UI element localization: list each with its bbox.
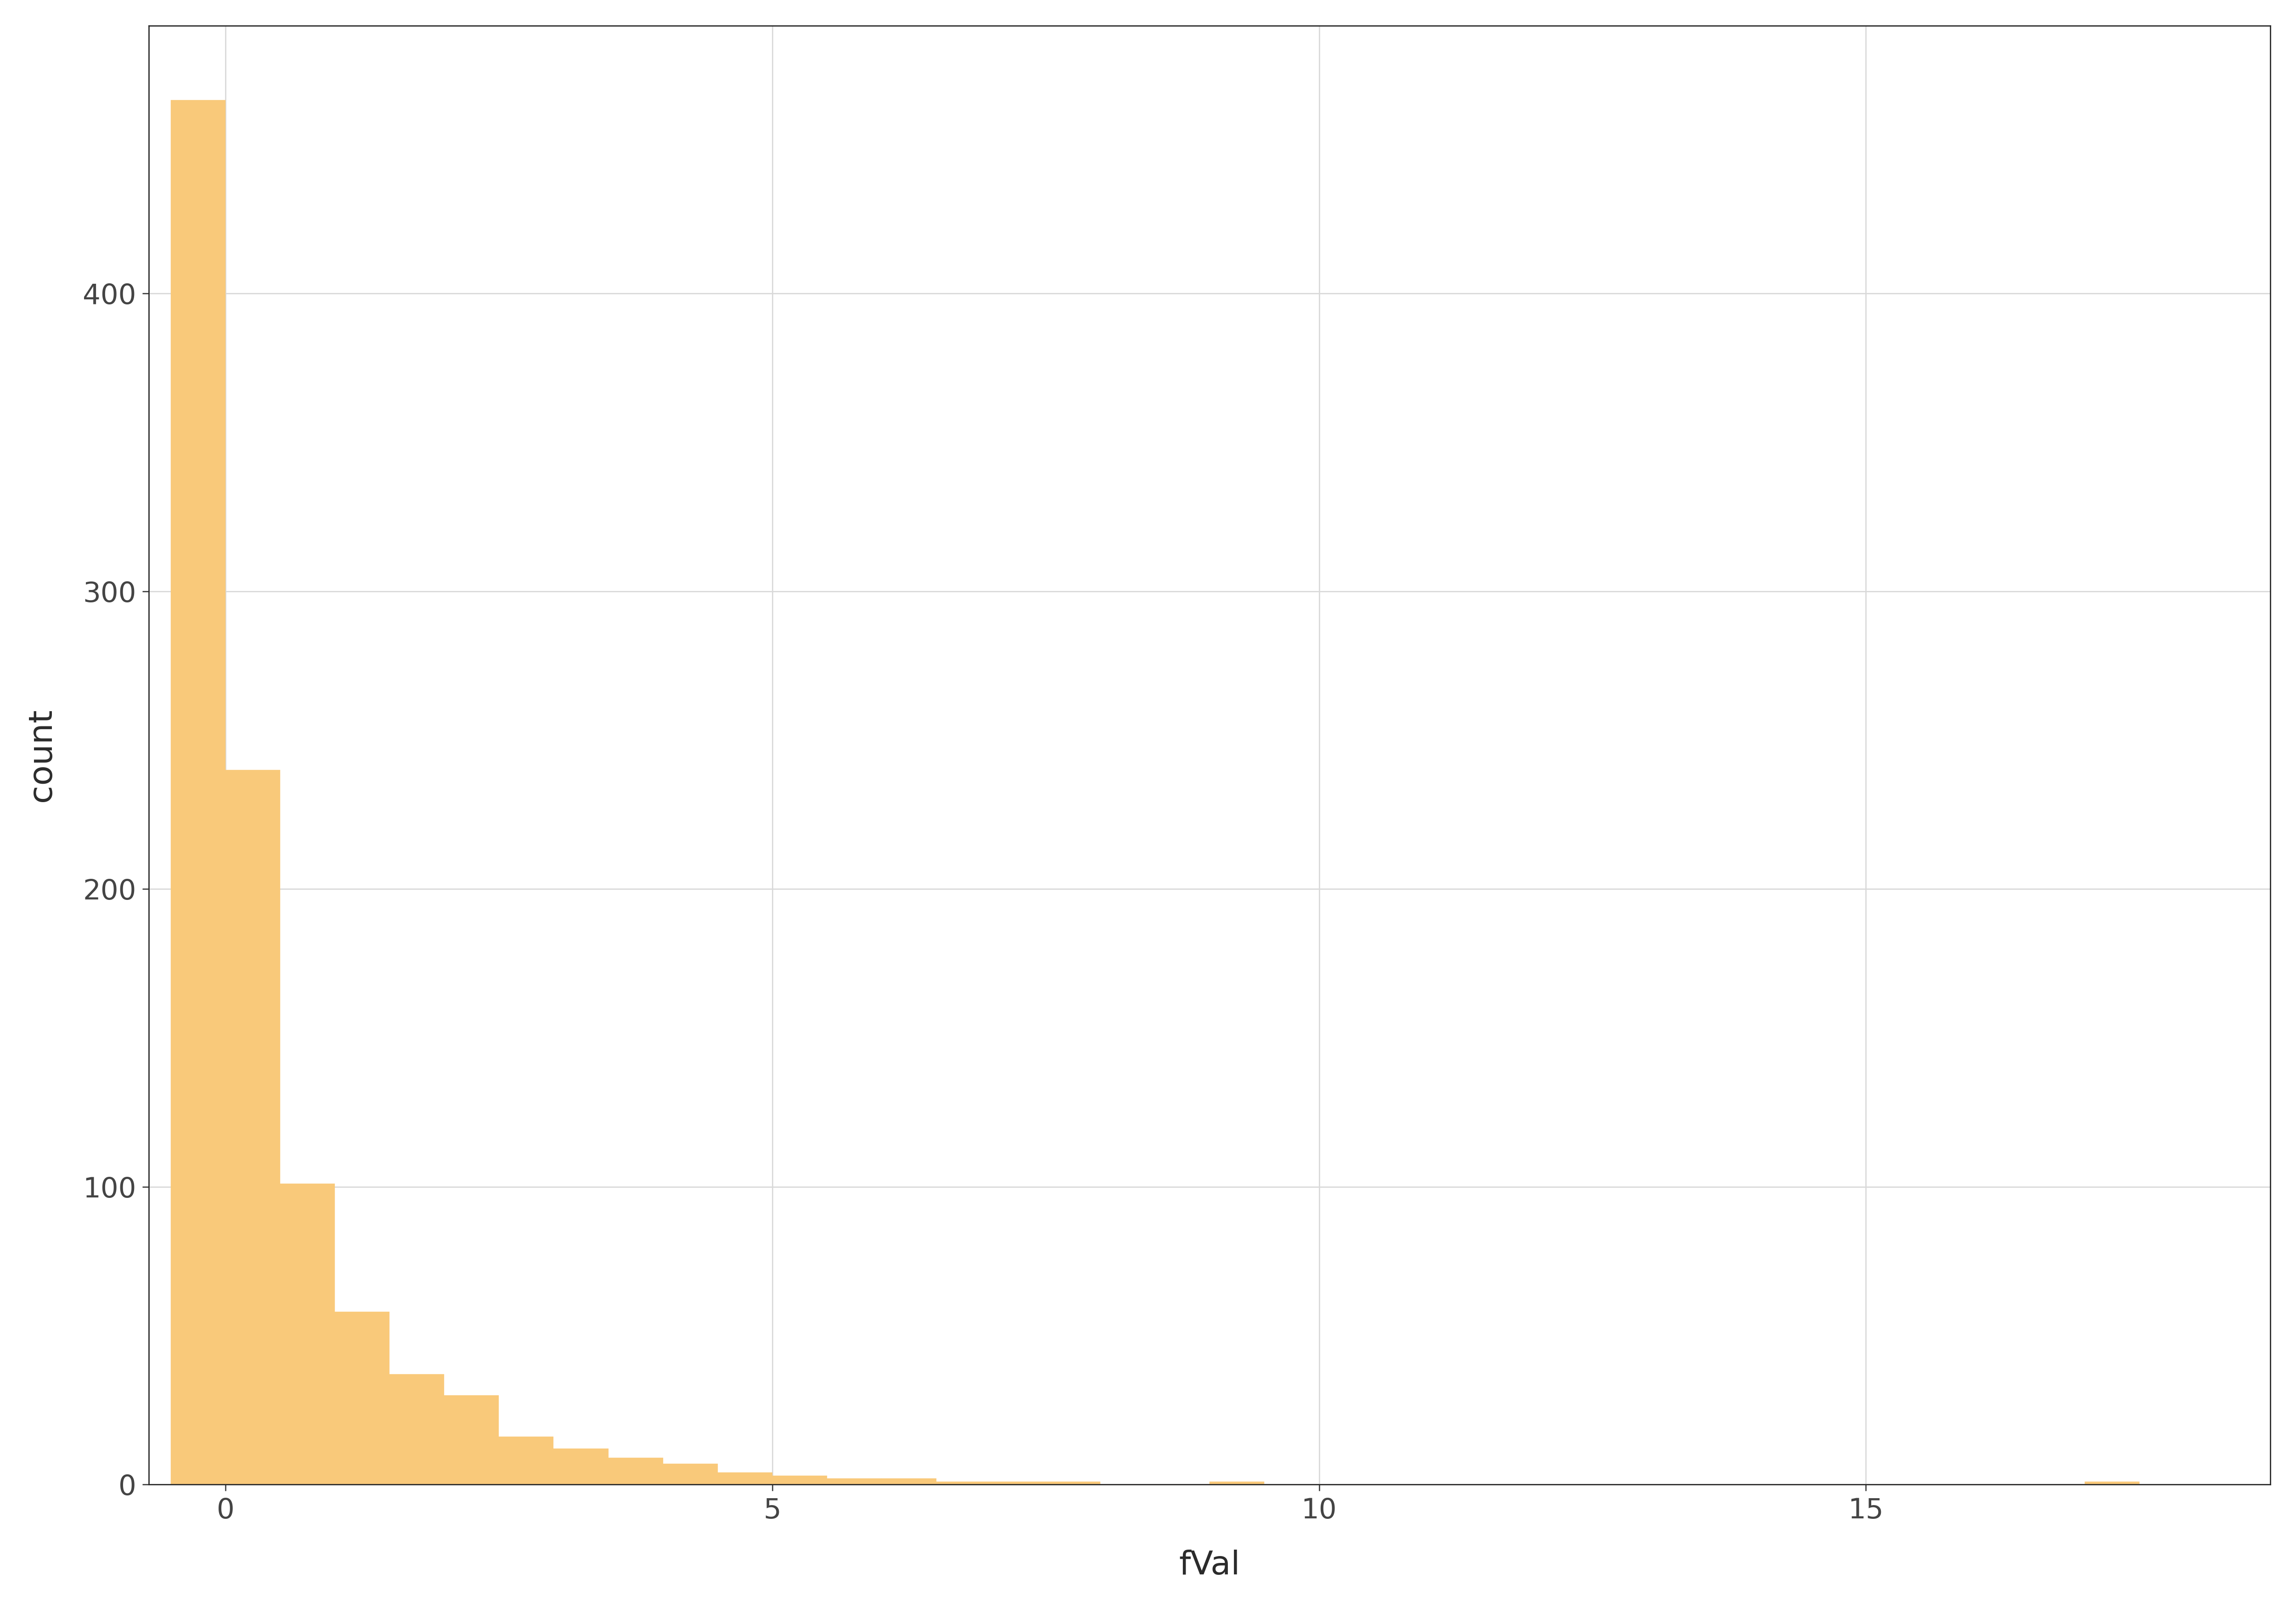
Bar (1045, 1482, 1100, 1485)
Y-axis label: count: count (25, 709, 57, 802)
Bar (170, 100, 225, 1485)
X-axis label: fVal: fVal (1180, 1549, 1240, 1581)
Bar (719, 1472, 771, 1485)
Bar (390, 1374, 443, 1485)
Bar (553, 1450, 608, 1485)
Bar (827, 1478, 882, 1485)
Bar (771, 1475, 827, 1485)
Bar (608, 1458, 664, 1485)
Bar (2085, 1482, 2140, 1485)
Bar (1210, 1482, 1265, 1485)
Bar (280, 1184, 335, 1485)
Bar (498, 1437, 553, 1485)
Bar (937, 1482, 992, 1485)
Bar (882, 1478, 937, 1485)
Bar (664, 1464, 719, 1485)
Bar (992, 1482, 1045, 1485)
Bar (225, 770, 280, 1485)
Bar (443, 1395, 498, 1485)
Bar (335, 1311, 390, 1485)
